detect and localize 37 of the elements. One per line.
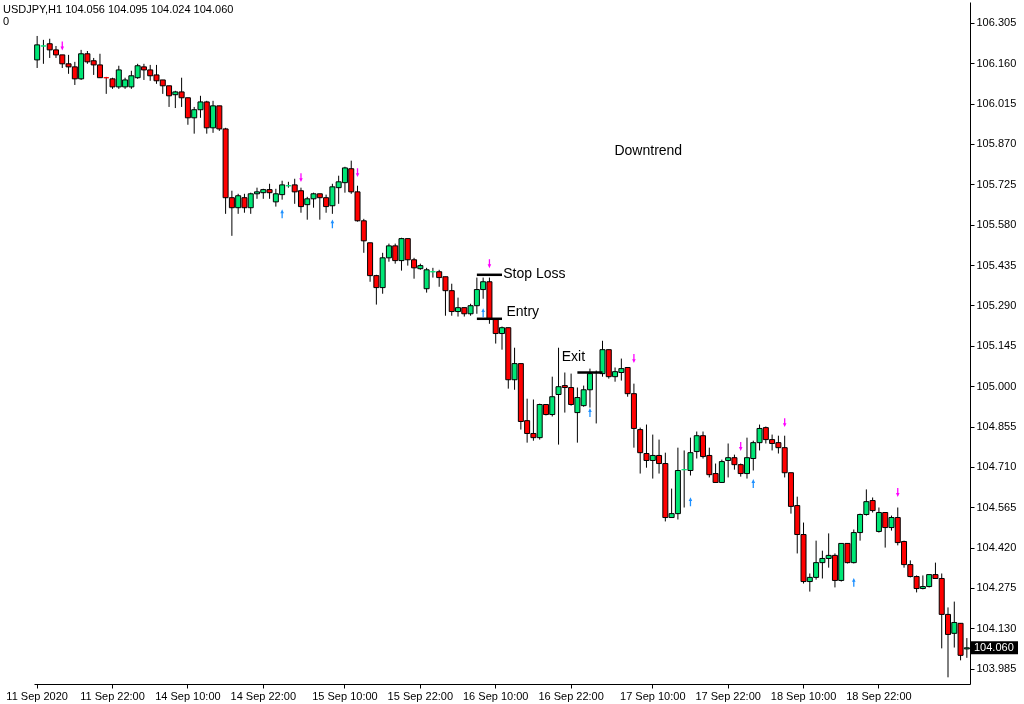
x-tick-label: 15 Sep 22:00	[387, 689, 454, 702]
annotation: Stop Loss	[503, 265, 566, 281]
x-tick-label: 18 Sep 10:00	[770, 689, 837, 702]
y-tick-label: 106.305	[976, 16, 1017, 29]
x-tick-label: 16 Sep 10:00	[462, 689, 529, 702]
x-tick-label: 15 Sep 10:00	[312, 689, 378, 702]
y-tick-label: 105.290	[976, 298, 1017, 311]
y-tick-label: 105.145	[976, 339, 1017, 352]
annotation: Downtrend	[614, 142, 683, 158]
text: 0	[3, 15, 10, 27]
x-tick-label: 17 Sep 10:00	[620, 689, 686, 702]
x-tick-label: 16 Sep 22:00	[538, 689, 604, 702]
x-tick-label: 11 Sep 22:00	[80, 689, 145, 702]
y-tick-label: 105.580	[976, 218, 1017, 231]
y-tick-label: 104.420	[976, 541, 1017, 554]
chart-title: USDJPY,H1 104.056 104.095 104.024 104.060	[3, 3, 234, 15]
x-tick-label: 14 Sep 22:00	[230, 689, 297, 702]
y-tick-label: 106.015	[976, 97, 1017, 110]
y-tick-label: 104.565	[976, 500, 1017, 513]
candlestick	[637, 427, 644, 475]
x-tick-label: 11 Sep 2020	[6, 689, 68, 702]
x-tick-label: 14 Sep 10:00	[155, 689, 221, 702]
annotation: Entry	[506, 303, 540, 319]
x-tick-label: 18 Sep 22:00	[846, 689, 912, 702]
y-tick-label: 104.275	[976, 581, 1017, 594]
y-tick-label: 104.855	[976, 420, 1017, 433]
y-tick-label: 104.710	[976, 460, 1017, 473]
text: 104.060	[974, 640, 1014, 653]
annotation: Exit	[561, 348, 586, 364]
y-tick-label: 103.985	[976, 662, 1017, 675]
y-tick-label: 106.160	[976, 56, 1017, 69]
y-tick-label: 105.000	[976, 379, 1017, 392]
y-tick-label: 105.870	[976, 137, 1017, 150]
y-tick-label: 105.435	[976, 258, 1017, 271]
y-tick-label: 105.725	[976, 177, 1017, 190]
y-tick-label: 104.130	[976, 621, 1017, 634]
x-tick-label: 17 Sep 22:00	[695, 689, 761, 702]
